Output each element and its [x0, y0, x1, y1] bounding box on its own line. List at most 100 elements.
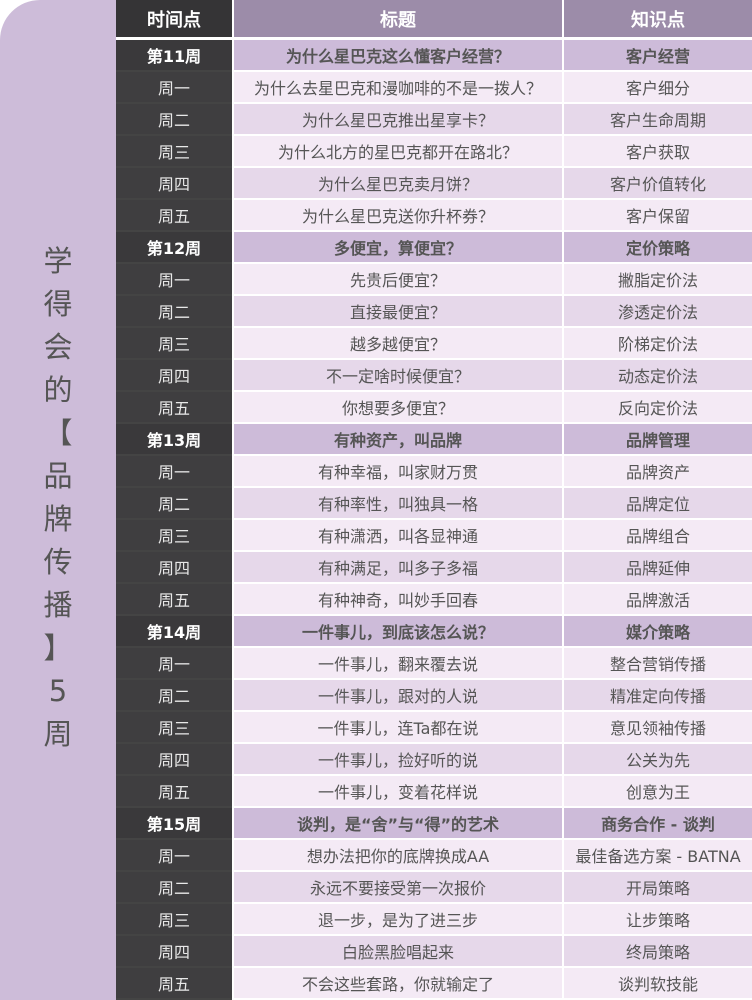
title-cell: 多便宜，算便宜？ — [232, 232, 562, 264]
title-cell: 为什么去星巴克和漫咖啡的不是一拨人？ — [232, 72, 562, 104]
time-cell: 周二 — [116, 488, 232, 520]
topic-cell: 品牌组合 — [562, 520, 752, 552]
day-row: 周二 一件事儿，跟对的人说 精准定向传播 — [116, 680, 752, 712]
title-cell: 为什么星巴克这么懂客户经营？ — [232, 40, 562, 72]
time-cell: 第13周 — [116, 424, 232, 456]
time-cell: 周四 — [116, 552, 232, 584]
time-cell: 周二 — [116, 104, 232, 136]
title-cell: 不会这些套路，你就输定了 — [232, 968, 562, 1000]
time-cell: 周三 — [116, 328, 232, 360]
time-cell: 第15周 — [116, 808, 232, 840]
topic-cell: 客户生命周期 — [562, 104, 752, 136]
title-cell: 有种率性，叫独具一格 — [232, 488, 562, 520]
day-row: 周五 你想要多便宜？ 反向定价法 — [116, 392, 752, 424]
week-row: 第14周 一件事儿，到底该怎么说？ 媒介策略 — [116, 616, 752, 648]
course-table: 时间点 标题 知识点 第11周 为什么星巴克这么懂客户经营？ 客户经营 周一 为什么去星… — [116, 0, 752, 1000]
day-row: 周三 越多越便宜？ 阶梯定价法 — [116, 328, 752, 360]
time-cell: 周五 — [116, 584, 232, 616]
day-row: 周一 一件事儿，翻来覆去说 整合营销传播 — [116, 648, 752, 680]
topic-cell: 意见领袖传播 — [562, 712, 752, 744]
title-cell: 有种满足，叫多子多福 — [232, 552, 562, 584]
title-cell: 有种潇洒，叫各显神通 — [232, 520, 562, 552]
time-cell: 周一 — [116, 456, 232, 488]
time-cell: 周四 — [116, 360, 232, 392]
topic-cell: 品牌管理 — [562, 424, 752, 456]
topic-cell: 客户价值转化 — [562, 168, 752, 200]
title-cell: 为什么星巴克推出星享卡？ — [232, 104, 562, 136]
topic-cell: 客户获取 — [562, 136, 752, 168]
vertical-title-char: 会 — [43, 330, 73, 364]
day-row: 周一 为什么去星巴克和漫咖啡的不是一拨人？ 客户细分 — [116, 72, 752, 104]
title-cell: 为什么星巴克卖月饼？ — [232, 168, 562, 200]
header-row: 时间点 标题 知识点 — [116, 0, 752, 40]
vertical-title-char: 【 — [43, 416, 73, 450]
time-cell: 周一 — [116, 264, 232, 296]
day-row: 周四 有种满足，叫多子多福 品牌延伸 — [116, 552, 752, 584]
header-time: 时间点 — [116, 0, 232, 40]
vertical-title-char: 学 — [43, 244, 73, 278]
time-cell: 周五 — [116, 392, 232, 424]
topic-cell: 品牌定位 — [562, 488, 752, 520]
topic-cell: 客户经营 — [562, 40, 752, 72]
title-cell: 有种神奇，叫妙手回春 — [232, 584, 562, 616]
topic-cell: 品牌延伸 — [562, 552, 752, 584]
time-cell: 周五 — [116, 968, 232, 1000]
week-row: 第13周 有种资产，叫品牌 品牌管理 — [116, 424, 752, 456]
title-cell: 为什么星巴克送你升杯券？ — [232, 200, 562, 232]
topic-cell: 让步策略 — [562, 904, 752, 936]
topic-cell: 阶梯定价法 — [562, 328, 752, 360]
vertical-title-char: 得 — [43, 287, 73, 321]
day-row: 周五 有种神奇，叫妙手回春 品牌激活 — [116, 584, 752, 616]
topic-cell: 渗透定价法 — [562, 296, 752, 328]
topic-cell: 品牌资产 — [562, 456, 752, 488]
day-row: 周三 退一步，是为了进三步 让步策略 — [116, 904, 752, 936]
topic-cell: 开局策略 — [562, 872, 752, 904]
time-cell: 周五 — [116, 200, 232, 232]
day-row: 周二 为什么星巴克推出星享卡？ 客户生命周期 — [116, 104, 752, 136]
title-cell: 先贵后便宜？ — [232, 264, 562, 296]
topic-cell: 媒介策略 — [562, 616, 752, 648]
day-row: 周一 有种幸福，叫家财万贯 品牌资产 — [116, 456, 752, 488]
day-row: 周二 永远不要接受第一次报价 开局策略 — [116, 872, 752, 904]
title-cell: 退一步，是为了进三步 — [232, 904, 562, 936]
day-row: 周三 有种潇洒，叫各显神通 品牌组合 — [116, 520, 752, 552]
title-cell: 有种幸福，叫家财万贯 — [232, 456, 562, 488]
title-cell: 有种资产，叫品牌 — [232, 424, 562, 456]
time-cell: 周三 — [116, 712, 232, 744]
title-cell: 谈判，是“舍”与“得”的艺术 — [232, 808, 562, 840]
topic-cell: 品牌激活 — [562, 584, 752, 616]
topic-cell: 精准定向传播 — [562, 680, 752, 712]
topic-cell: 客户保留 — [562, 200, 752, 232]
time-cell: 周四 — [116, 744, 232, 776]
topic-cell: 动态定价法 — [562, 360, 752, 392]
time-cell: 周一 — [116, 72, 232, 104]
time-cell: 周二 — [116, 296, 232, 328]
day-row: 周三 为什么北方的星巴克都开在路北？ 客户获取 — [116, 136, 752, 168]
day-row: 周四 为什么星巴克卖月饼？ 客户价值转化 — [116, 168, 752, 200]
title-cell: 越多越便宜？ — [232, 328, 562, 360]
vertical-title-char: 的 — [43, 373, 73, 407]
time-cell: 周三 — [116, 520, 232, 552]
title-cell: 一件事儿，捡好听的说 — [232, 744, 562, 776]
vertical-title-char: 牌 — [43, 502, 73, 536]
title-cell: 一件事儿，到底该怎么说？ — [232, 616, 562, 648]
day-row: 周五 为什么星巴克送你升杯券？ 客户保留 — [116, 200, 752, 232]
day-row: 周五 不会这些套路，你就输定了 谈判软技能 — [116, 968, 752, 1000]
topic-cell: 定价策略 — [562, 232, 752, 264]
title-cell: 为什么北方的星巴克都开在路北？ — [232, 136, 562, 168]
title-cell: 直接最便宜？ — [232, 296, 562, 328]
time-cell: 第11周 — [116, 40, 232, 72]
time-cell: 周五 — [116, 776, 232, 808]
week-row: 第15周 谈判，是“舍”与“得”的艺术 商务合作 - 谈判 — [116, 808, 752, 840]
topic-cell: 撇脂定价法 — [562, 264, 752, 296]
day-row: 周五 一件事儿，变着花样说 创意为王 — [116, 776, 752, 808]
day-row: 周二 有种率性，叫独具一格 品牌定位 — [116, 488, 752, 520]
day-row: 周四 白脸黑脸唱起来 终局策略 — [116, 936, 752, 968]
topic-cell: 整合营销传播 — [562, 648, 752, 680]
vertical-title-char: 品 — [43, 459, 73, 493]
day-row: 周二 直接最便宜？ 渗透定价法 — [116, 296, 752, 328]
title-cell: 一件事儿，连Ta都在说 — [232, 712, 562, 744]
day-row: 周四 不一定啥时候便宜？ 动态定价法 — [116, 360, 752, 392]
topic-cell: 客户细分 — [562, 72, 752, 104]
header-topic: 知识点 — [562, 0, 752, 40]
